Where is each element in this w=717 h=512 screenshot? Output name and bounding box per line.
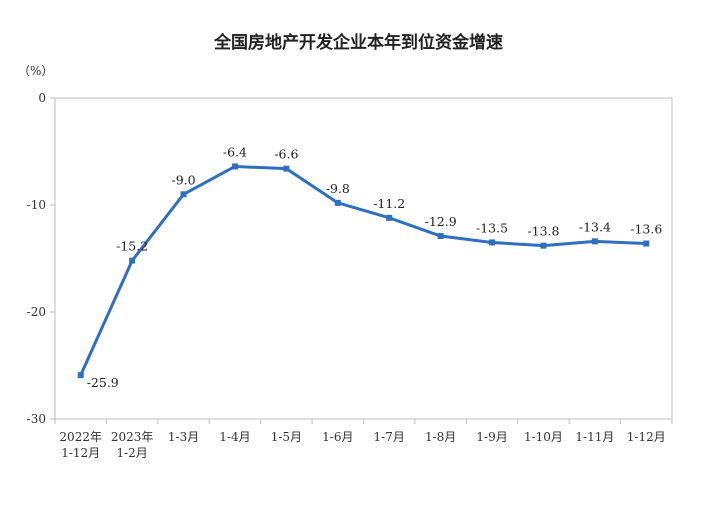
x-tick-label: 2022年 1-12月 <box>59 430 102 460</box>
y-tick-label: -10 <box>27 198 46 212</box>
x-tick-label: 1-4月 <box>219 430 250 444</box>
data-label: -15.2 <box>116 239 148 254</box>
chart-title: 全国房地产开发企业本年到位资金增速 <box>214 33 503 53</box>
data-label: -9.8 <box>326 181 350 196</box>
data-point <box>180 191 187 198</box>
x-tick-label: 1-5月 <box>271 430 302 444</box>
data-point <box>129 257 136 264</box>
data-label: -6.6 <box>274 147 298 162</box>
x-tick-label: 1-10月 <box>524 430 563 444</box>
plot-border <box>54 97 673 420</box>
data-point <box>386 214 393 221</box>
data-label: -25.9 <box>87 375 119 390</box>
x-tick-label: 1-12月 <box>627 430 666 444</box>
data-label: -12.9 <box>425 214 457 229</box>
x-tick-label: 1-3月 <box>168 430 199 444</box>
x-tick-label: 1-8月 <box>425 430 456 444</box>
y-tick-label: -20 <box>27 305 46 319</box>
data-label: -11.2 <box>373 196 405 211</box>
y-tick-label: -30 <box>27 412 46 426</box>
x-tick-label: 2023年 1-2月 <box>111 430 154 460</box>
data-label: -9.0 <box>171 172 195 187</box>
data-point <box>334 199 341 206</box>
data-point <box>231 163 238 170</box>
data-labels: -25.9 -15.2 -9.0 -6.4 -6.6 -9.8 -11.2 -12.9 -13.… <box>87 144 663 390</box>
x-tick-label: 1-7月 <box>374 430 405 444</box>
data-point <box>643 240 650 247</box>
x-tick-label: 1-6月 <box>322 430 353 444</box>
x-axis: 2022年 1-12月 2023年 1-2月 1-3月 1-4月 1-5月 1-6月 1-7月 1… <box>54 419 673 460</box>
data-point <box>591 238 598 245</box>
y-tick-label: 0 <box>38 91 46 105</box>
y-axis: 0 -10 -20 -30 <box>27 91 55 426</box>
data-label: -13.4 <box>579 219 611 234</box>
x-tick-label: 1-9月 <box>476 430 507 444</box>
data-point <box>77 372 84 379</box>
plot-area <box>54 97 673 420</box>
x-tick-label: 1-11月 <box>575 430 614 444</box>
data-label: -13.8 <box>527 224 559 239</box>
data-point <box>489 239 496 246</box>
series-line-group <box>77 163 650 379</box>
series-line <box>79 164 647 376</box>
data-point <box>283 165 290 172</box>
data-label: -6.4 <box>223 144 247 159</box>
y-axis-unit-label: （%） <box>18 64 54 78</box>
data-point <box>540 242 547 249</box>
data-point <box>437 233 444 240</box>
data-label: -13.5 <box>476 220 508 235</box>
data-label: -13.6 <box>630 222 662 237</box>
